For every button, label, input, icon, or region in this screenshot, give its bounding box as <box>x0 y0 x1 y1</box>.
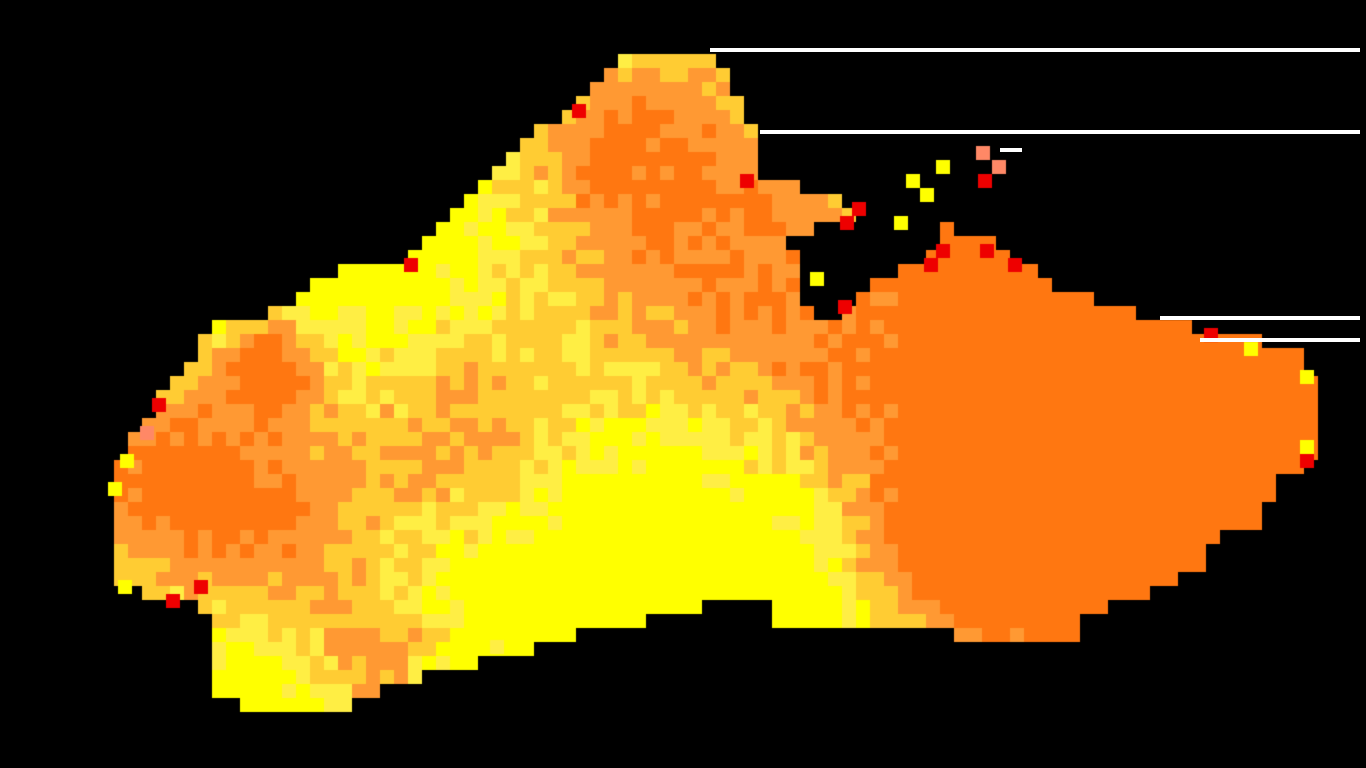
horizontal-rule <box>1160 316 1360 320</box>
horizontal-rule <box>710 48 1360 52</box>
horizontal-rule <box>1200 338 1360 342</box>
horizontal-rule <box>1000 148 1022 152</box>
horizontal-rule <box>760 130 1360 134</box>
